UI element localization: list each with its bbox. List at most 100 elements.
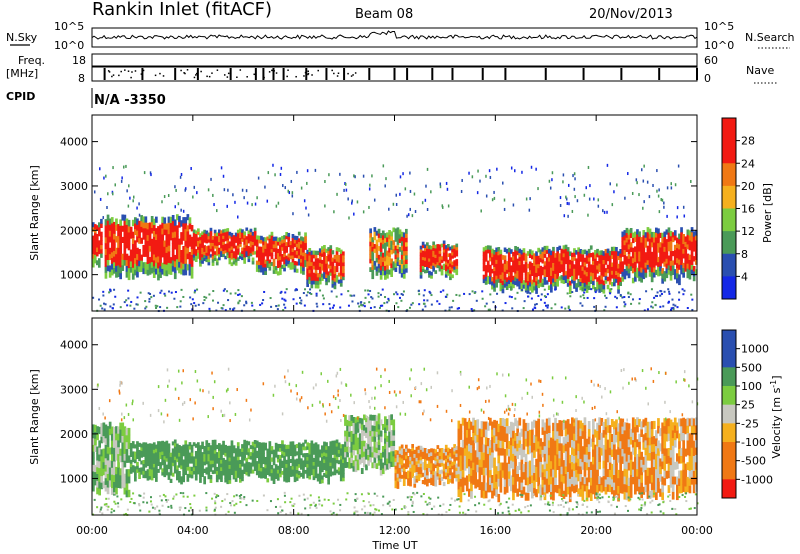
data-cell (264, 457, 267, 462)
data-cell (186, 459, 190, 464)
data-cell (688, 274, 692, 280)
data-cell (104, 424, 108, 432)
data-cell (262, 267, 265, 272)
data-cell (533, 269, 536, 275)
data-cell (491, 490, 494, 499)
data-cell (667, 246, 671, 252)
data-cell (100, 436, 104, 444)
data-cell (173, 452, 177, 457)
data-cell (575, 274, 578, 280)
data-cell (402, 273, 406, 279)
data-cell (627, 244, 631, 250)
data-cell (119, 237, 122, 244)
data-cell (627, 239, 631, 245)
data-cell (150, 476, 154, 481)
data-cell (636, 234, 639, 240)
data-cell (505, 425, 509, 434)
data-cell (308, 279, 312, 284)
data-cell (440, 243, 444, 248)
data-cell (167, 472, 171, 477)
data-cell (188, 252, 192, 259)
data-cell (650, 271, 654, 278)
data-cell (127, 273, 131, 281)
data-cell (392, 261, 396, 267)
data-cell (407, 459, 410, 464)
data-cell (432, 265, 435, 269)
data-cell (402, 269, 406, 275)
scatter-cell (133, 195, 135, 199)
data-cell (178, 215, 181, 223)
data-cell (125, 483, 129, 491)
data-cell (92, 484, 95, 492)
data-cell (268, 441, 272, 446)
data-cell (667, 264, 671, 270)
data-cell (150, 450, 154, 455)
data-cell (129, 449, 133, 454)
data-cell (110, 251, 114, 259)
noise-cell (262, 299, 265, 302)
data-cell (510, 444, 513, 453)
freq-dot (140, 73, 143, 75)
data-cell (321, 445, 324, 450)
data-cell (463, 418, 467, 427)
data-cell (129, 443, 133, 447)
data-cell (413, 476, 417, 481)
data-cell (230, 447, 234, 452)
data-cell (610, 270, 614, 275)
data-cell (436, 455, 440, 460)
data-cell (608, 259, 612, 264)
noise-cell (387, 299, 390, 302)
data-cell (144, 449, 148, 454)
noise-cell (295, 288, 298, 291)
data-cell (161, 447, 164, 452)
data-cell (213, 229, 217, 234)
data-cell (629, 246, 633, 253)
data-cell (199, 256, 202, 260)
scatter-cell (347, 197, 349, 201)
data-cell (486, 476, 490, 485)
data-cell (182, 234, 185, 241)
data-cell (400, 231, 404, 237)
noise-cell (584, 288, 587, 291)
data-cell (524, 461, 528, 470)
data-cell (417, 459, 421, 464)
data-cell (690, 231, 694, 237)
data-cell (468, 420, 471, 429)
data-cell (148, 257, 152, 264)
data-cell (474, 435, 477, 444)
data-cell (602, 259, 606, 265)
data-cell (507, 247, 511, 253)
data-cell (528, 249, 532, 254)
data-cell (617, 276, 620, 282)
noise-cell (436, 300, 439, 303)
data-cell (602, 284, 606, 290)
data-cell (108, 224, 112, 231)
data-cell (173, 463, 177, 467)
data-cell (232, 475, 236, 480)
data-cell (337, 446, 341, 450)
data-cell (211, 262, 215, 266)
data-cell (98, 474, 101, 482)
freq-dot (186, 69, 189, 71)
data-cell (302, 442, 305, 447)
data-cell (613, 278, 616, 283)
data-cell (342, 455, 345, 460)
data-cell (92, 235, 95, 241)
data-cell (197, 449, 200, 454)
data-cell (203, 446, 206, 451)
data-cell (155, 463, 158, 468)
scatter-cell (362, 174, 365, 178)
data-cell (134, 217, 137, 224)
data-cell (528, 265, 532, 271)
data-cell (560, 278, 564, 284)
data-cell (377, 237, 381, 243)
data-cell (419, 473, 423, 478)
data-cell (316, 473, 320, 478)
data-cell (262, 456, 265, 461)
data-cell (615, 254, 618, 260)
data-cell (434, 449, 438, 454)
noise-cell (315, 292, 318, 295)
data-cell (201, 452, 204, 457)
noise-cell (488, 308, 491, 311)
